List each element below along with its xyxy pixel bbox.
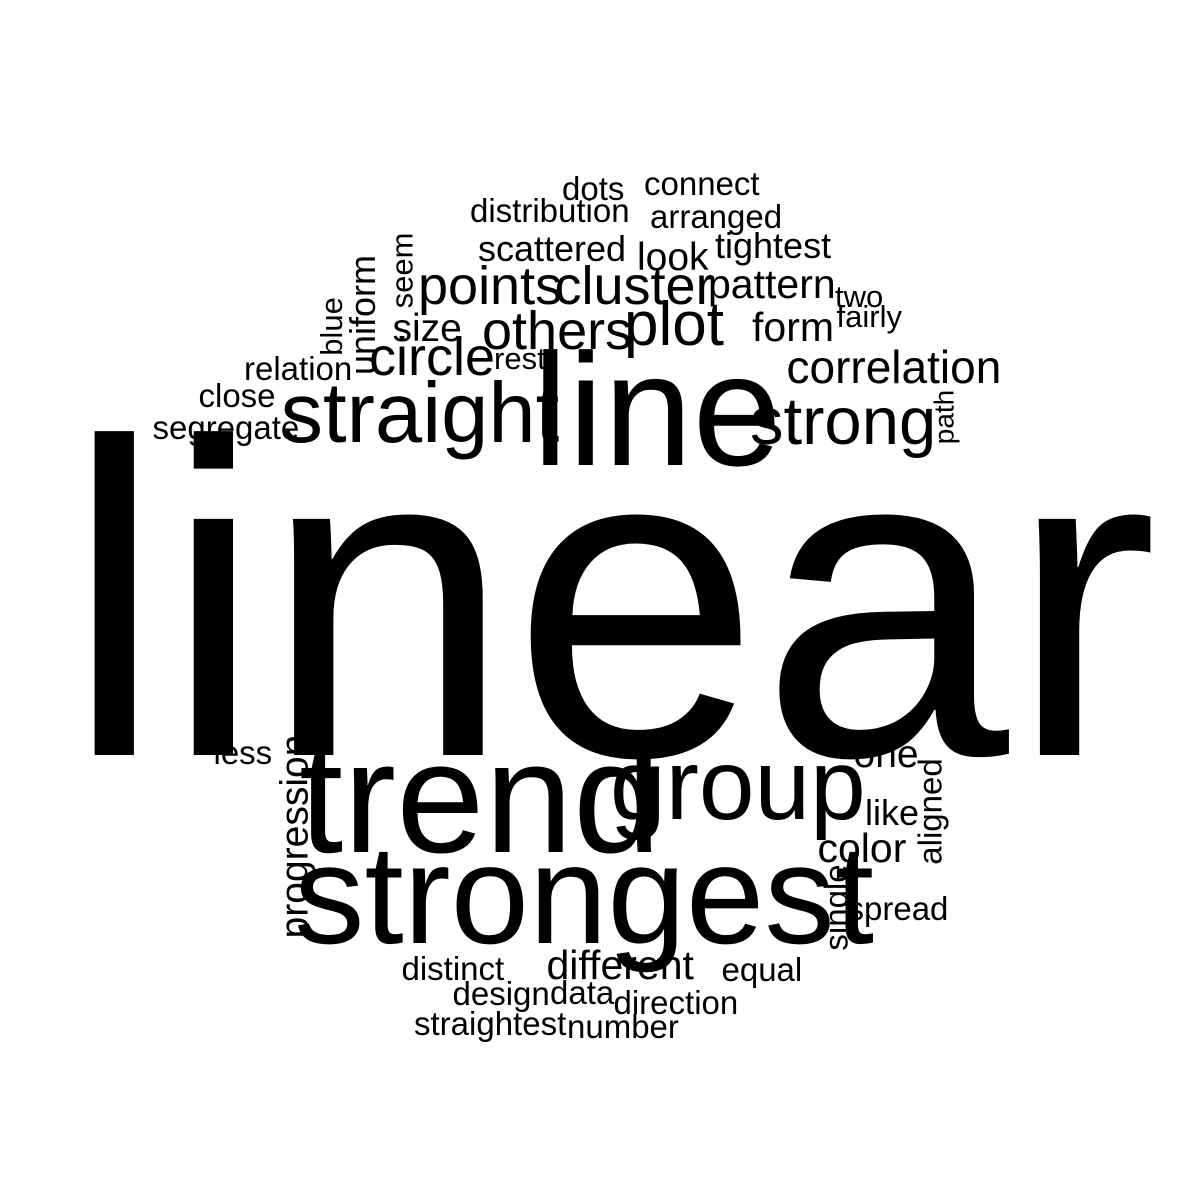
word-less: less — [213, 733, 273, 771]
word-line: line — [532, 320, 782, 499]
word-spread: spread — [847, 889, 949, 927]
word-look: look — [637, 235, 709, 279]
word-scattered: scattered — [478, 228, 627, 269]
word-linear: linear — [64, 349, 1158, 850]
word-number: number — [567, 1007, 679, 1045]
word-circle: circle — [369, 327, 496, 387]
word-progression: progression — [273, 734, 317, 938]
word-connect: connect — [644, 164, 760, 202]
word-blue: blue — [313, 296, 349, 356]
word-color: color — [817, 824, 907, 871]
word-relation: relation — [244, 349, 353, 387]
word-others: others — [482, 301, 633, 361]
word-group: group — [610, 729, 866, 841]
word-form: form — [752, 303, 834, 350]
word-design: design — [452, 974, 550, 1012]
word-path: path — [927, 389, 959, 445]
word-strong: strong — [750, 383, 937, 459]
word-direction: direction — [613, 983, 739, 1021]
word-size: size — [392, 306, 462, 350]
word-pattern: pattern — [708, 260, 836, 307]
word-equal: equal — [721, 950, 803, 988]
word-points: points — [418, 256, 563, 316]
word-dots: dots — [562, 169, 625, 207]
word-arranged: arranged — [650, 197, 783, 235]
word-two: two — [835, 278, 884, 314]
word-straight: straight — [280, 365, 560, 461]
word-plot: plot — [624, 290, 724, 359]
word-close: close — [198, 376, 276, 414]
word-like: like — [865, 792, 920, 833]
word-cluster: cluster — [554, 256, 714, 316]
word-one: one — [853, 732, 919, 776]
word-segregate: segregate — [152, 408, 300, 446]
word-correlation: correlation — [786, 341, 1002, 393]
word-data: data — [550, 973, 615, 1011]
word-fairly: fairly — [836, 298, 902, 334]
word-seem: seem — [384, 232, 420, 308]
word-rest: rest — [494, 340, 546, 376]
word-straightest: straightest — [414, 1004, 567, 1042]
word-distribution: distribution — [470, 191, 630, 229]
word-trend: trend — [299, 707, 662, 886]
word-tightest: tightest — [715, 225, 832, 266]
word-strongest: strongest — [294, 814, 874, 973]
word-distinct: distinct — [401, 949, 505, 987]
word-different: different — [546, 941, 694, 988]
